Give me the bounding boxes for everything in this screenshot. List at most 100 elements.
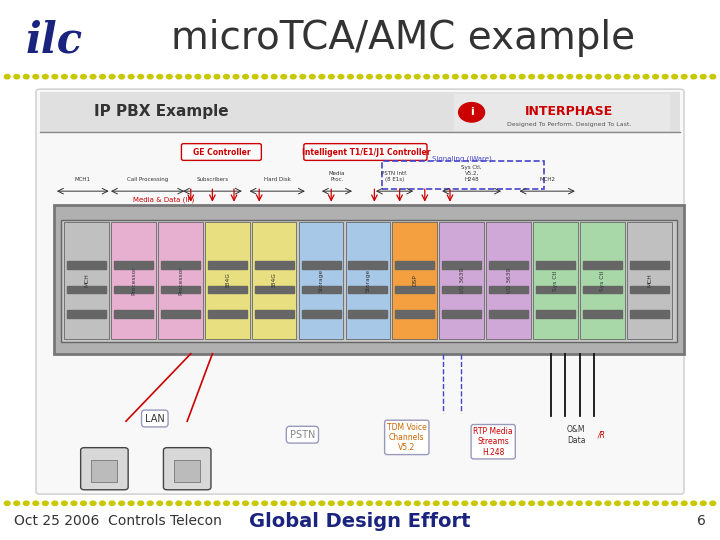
Text: microTCA/AMC example: microTCA/AMC example [171, 19, 635, 57]
FancyBboxPatch shape [627, 222, 672, 339]
Bar [630, 310, 669, 318]
FancyBboxPatch shape [580, 222, 625, 339]
Text: Data: Data [567, 436, 585, 444]
Bar [442, 261, 481, 269]
Bar [583, 261, 622, 269]
Bar [255, 261, 294, 269]
FancyBboxPatch shape [486, 222, 531, 339]
FancyBboxPatch shape [81, 448, 128, 490]
Bar [536, 261, 575, 269]
FancyBboxPatch shape [54, 205, 684, 354]
FancyBboxPatch shape [299, 222, 343, 339]
Text: Storage: Storage [366, 269, 371, 292]
Text: MCH: MCH [84, 274, 89, 287]
Bar [255, 310, 294, 318]
Text: Processor: Processor [178, 266, 183, 295]
Text: Designed To Perform. Designed To Last.: Designed To Perform. Designed To Last. [507, 122, 631, 127]
Text: 6: 6 [697, 514, 706, 528]
Text: O&M: O&M [567, 425, 585, 434]
Text: MCH1: MCH1 [75, 177, 91, 182]
FancyBboxPatch shape [163, 448, 211, 490]
Text: Call Processing: Call Processing [127, 177, 168, 182]
Text: Sys Ctl: Sys Ctl [554, 271, 559, 291]
Text: I/O 3639: I/O 3639 [459, 268, 464, 293]
FancyBboxPatch shape [40, 92, 680, 132]
Text: PSTN: PSTN [289, 430, 315, 440]
Text: Signaling (iWare): Signaling (iWare) [433, 156, 492, 162]
Bar [114, 286, 153, 293]
Text: i: i [469, 107, 474, 117]
Bar [583, 286, 622, 293]
Text: Global Design Effort: Global Design Effort [249, 511, 471, 531]
FancyBboxPatch shape [61, 220, 677, 342]
Text: /R: /R [598, 430, 605, 439]
Text: Processor: Processor [131, 266, 136, 295]
Bar [395, 310, 434, 318]
Bar [348, 261, 387, 269]
Bar [630, 261, 669, 269]
Text: Hard Disk: Hard Disk [264, 177, 291, 182]
Text: MCH2: MCH2 [539, 177, 555, 182]
Bar [161, 286, 199, 293]
Bar [489, 310, 528, 318]
Bar [161, 261, 199, 269]
Bar [395, 286, 434, 293]
Text: IP PBX Example: IP PBX Example [94, 104, 228, 119]
Text: INTERPHASE: INTERPHASE [525, 105, 613, 118]
Bar [67, 310, 106, 318]
Bar [395, 261, 434, 269]
Text: DSP: DSP [413, 275, 418, 286]
Bar [630, 286, 669, 293]
FancyBboxPatch shape [174, 460, 200, 482]
Bar [114, 310, 153, 318]
Bar [302, 286, 341, 293]
Text: Oct 25 2006  Controls Telecon: Oct 25 2006 Controls Telecon [14, 514, 222, 528]
Text: Intelligent T1/E1/J1 Controller: Intelligent T1/E1/J1 Controller [302, 148, 430, 157]
Text: 384G: 384G [272, 273, 277, 288]
Text: LAN: LAN [145, 414, 165, 423]
FancyBboxPatch shape [439, 222, 484, 339]
Text: MCH: MCH [647, 274, 652, 287]
Text: I/O 3639: I/O 3639 [506, 268, 511, 293]
Bar [536, 310, 575, 318]
Bar [207, 261, 247, 269]
Bar [348, 286, 387, 293]
Bar [161, 310, 199, 318]
Bar [583, 310, 622, 318]
FancyBboxPatch shape [111, 222, 156, 339]
Bar [536, 286, 575, 293]
Text: Media & Data (IP): Media & Data (IP) [133, 197, 194, 203]
Bar [302, 261, 341, 269]
Bar [302, 310, 341, 318]
Text: PSTN Intf.
(8 E1s): PSTN Intf. (8 E1s) [382, 171, 408, 182]
Bar [489, 286, 528, 293]
Bar [255, 286, 294, 293]
Circle shape [459, 103, 485, 122]
Bar [489, 261, 528, 269]
FancyBboxPatch shape [346, 222, 390, 339]
Bar [442, 310, 481, 318]
Bar [442, 286, 481, 293]
Text: Sys Ctl,
V5.2,
H248: Sys Ctl, V5.2, H248 [462, 165, 482, 182]
FancyBboxPatch shape [454, 94, 670, 131]
Text: Media
Proc.: Media Proc. [329, 171, 345, 182]
Bar [348, 310, 387, 318]
Bar [207, 286, 247, 293]
FancyBboxPatch shape [181, 144, 261, 160]
Text: ilc: ilc [25, 19, 83, 61]
Text: Subscribers: Subscribers [197, 177, 228, 182]
Bar [67, 286, 106, 293]
FancyBboxPatch shape [252, 222, 297, 339]
Text: Storage: Storage [319, 269, 324, 292]
FancyBboxPatch shape [158, 222, 202, 339]
FancyBboxPatch shape [64, 222, 109, 339]
Text: 384G: 384G [225, 273, 230, 288]
FancyBboxPatch shape [204, 222, 250, 339]
FancyBboxPatch shape [304, 144, 427, 160]
FancyBboxPatch shape [392, 222, 437, 339]
FancyBboxPatch shape [91, 460, 117, 482]
FancyBboxPatch shape [36, 89, 684, 494]
Bar [207, 310, 247, 318]
Text: RTP Media
Streams
H.248: RTP Media Streams H.248 [473, 427, 513, 457]
Text: Sys Ctl: Sys Ctl [600, 271, 606, 291]
